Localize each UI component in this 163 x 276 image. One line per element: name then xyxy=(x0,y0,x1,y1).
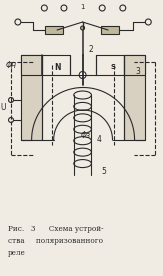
Bar xyxy=(21,55,42,140)
Circle shape xyxy=(81,26,85,30)
Text: N: N xyxy=(54,62,61,71)
Text: 4: 4 xyxy=(96,136,101,145)
Text: реле: реле xyxy=(8,249,26,257)
Text: 1: 1 xyxy=(80,4,85,10)
Text: 2: 2 xyxy=(89,46,93,54)
Bar xyxy=(124,55,145,75)
Text: 5: 5 xyxy=(101,168,106,176)
Text: 3: 3 xyxy=(136,68,140,76)
Bar xyxy=(101,26,119,34)
Text: ства     поляризованного: ства поляризованного xyxy=(8,237,103,245)
Bar xyxy=(124,55,145,140)
Text: Φз: Φз xyxy=(81,131,91,139)
Circle shape xyxy=(79,71,86,78)
Bar xyxy=(21,55,42,75)
Text: Рис.   3      Схема устрой-: Рис. 3 Схема устрой- xyxy=(8,225,104,233)
Text: S: S xyxy=(110,64,115,70)
Text: Φн: Φн xyxy=(6,60,17,70)
Bar xyxy=(45,26,63,34)
Text: U: U xyxy=(1,104,6,113)
